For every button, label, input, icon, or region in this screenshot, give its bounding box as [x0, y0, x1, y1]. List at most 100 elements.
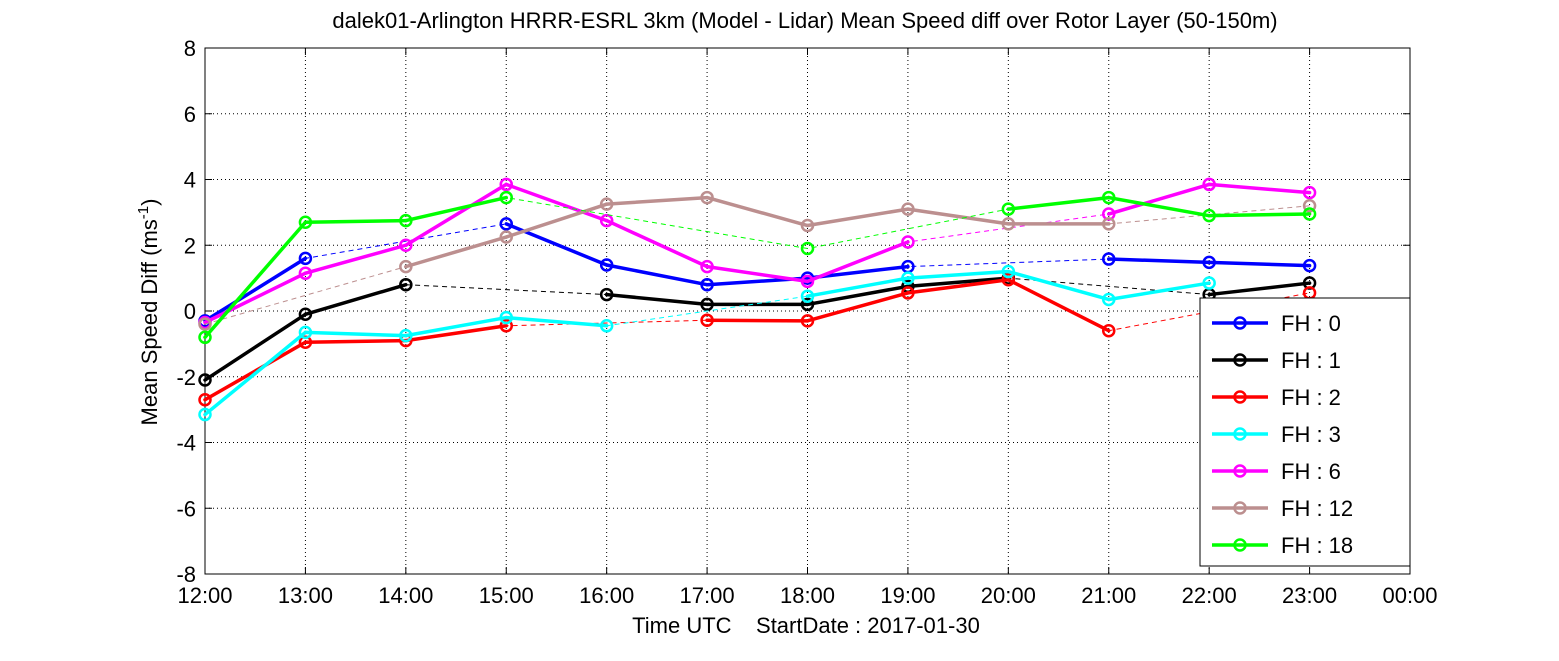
series-segment	[1006, 278, 1111, 333]
series-segment	[906, 276, 1011, 289]
x-tick-label: 19:00	[880, 583, 935, 608]
data-point	[1302, 258, 1317, 273]
y-axis-label: Mean Speed Diff (ms-1)	[135, 199, 162, 426]
axis-ticks: 12:00 13:00 14:00 15:00 16:00 17:00 18:00 19:00…	[176, 36, 1437, 608]
series-segment	[1207, 281, 1312, 297]
series-segment	[604, 218, 709, 269]
data-point	[1001, 273, 1016, 287]
data-point	[599, 287, 614, 302]
series-segment	[404, 324, 508, 343]
series-segment	[1107, 281, 1211, 302]
legend-item: FH : 1	[1212, 348, 1341, 373]
y-axis-label-close: )	[137, 199, 162, 206]
data-point	[499, 230, 513, 244]
chart-title: dalek01-Arlington HRRR-ESRL 3km (Model -…	[332, 8, 1277, 33]
x-tick-label: 15:00	[479, 583, 534, 608]
series-segment	[504, 202, 609, 239]
data-point	[298, 325, 313, 340]
series-segment	[1207, 212, 1312, 218]
data-point	[298, 251, 313, 266]
y-tick-label: -8	[176, 562, 196, 587]
data-point	[700, 259, 714, 274]
data-point	[298, 307, 313, 322]
x-tick-label: 17:00	[680, 583, 735, 608]
y-tick-label: -2	[176, 365, 196, 390]
series-segment	[504, 315, 609, 328]
data-point	[399, 277, 413, 292]
series-segment	[805, 276, 910, 298]
series-segment	[805, 207, 910, 228]
legend-marker	[1233, 390, 1247, 404]
data-point	[1302, 199, 1317, 213]
y-tick-label: -4	[176, 431, 196, 456]
x-tick-label: 23:00	[1282, 583, 1337, 608]
legend-item: FH : 18	[1212, 533, 1353, 558]
series-segment	[1107, 182, 1211, 216]
x-tick-label: 12:00	[177, 583, 232, 608]
y-tick-label: 4	[184, 168, 196, 193]
series-segment	[906, 278, 1011, 295]
series-segment	[404, 182, 508, 247]
series-segment	[303, 218, 408, 224]
data-point	[1202, 276, 1216, 290]
data-point	[800, 297, 815, 312]
data-point	[599, 258, 614, 272]
legend-item: FH : 0	[1212, 311, 1341, 336]
series-segment	[1006, 195, 1111, 211]
data-point	[399, 238, 413, 252]
data-point	[499, 177, 513, 192]
data-point	[901, 235, 915, 249]
series-segment	[604, 195, 709, 206]
data-point	[298, 215, 313, 229]
data-point	[1102, 190, 1116, 205]
legend-marker	[1233, 538, 1247, 552]
y-tick-label: 2	[184, 233, 196, 258]
x-tick-label: 14:00	[378, 583, 433, 608]
series-segment	[203, 330, 308, 417]
x-tick-label: 18:00	[780, 583, 835, 608]
data-point	[499, 319, 513, 333]
data-point	[1202, 255, 1216, 270]
legend-label: FH : 3	[1281, 422, 1341, 447]
data-point	[599, 197, 614, 211]
x-tick-label: 20:00	[981, 583, 1036, 608]
data-point	[700, 190, 714, 205]
data-point	[1302, 207, 1317, 221]
series-segment	[705, 318, 810, 323]
data-point	[800, 218, 815, 233]
data-point	[198, 407, 212, 422]
series-dashed-line	[204, 271, 1210, 415]
legend-label: FH : 6	[1281, 459, 1341, 484]
data-point	[599, 319, 614, 333]
legend-item: FH : 12	[1212, 496, 1353, 521]
legend-label: FH : 2	[1281, 385, 1341, 410]
series-segment	[404, 235, 508, 269]
y-axis-label-text: Mean Speed Diff (ms	[137, 219, 162, 425]
series-fh-18	[198, 190, 1317, 345]
x-tick-label: 00:00	[1382, 583, 1437, 608]
data-point	[1102, 323, 1116, 338]
series-segment	[805, 284, 910, 307]
data-point	[700, 297, 714, 312]
series-segment	[906, 207, 1011, 226]
legend-item: FH : 2	[1212, 385, 1341, 410]
data-point	[399, 328, 413, 343]
x-tick-label: 13:00	[278, 583, 333, 608]
data-point	[198, 373, 212, 387]
x-tick-label: 22:00	[1182, 583, 1237, 608]
series-segment	[705, 195, 810, 228]
series-fh-12	[198, 190, 1317, 331]
series-segment	[805, 291, 910, 323]
x-axis-label: Time UTC StartDate : 2017-01-30	[632, 613, 980, 638]
data-point	[198, 330, 212, 345]
series-segment	[805, 240, 910, 284]
y-tick-label: 6	[184, 102, 196, 127]
series-segment	[604, 263, 709, 287]
series-segment	[404, 315, 508, 338]
legend-marker	[1233, 316, 1247, 330]
data-point	[499, 310, 513, 325]
data-point	[1001, 264, 1016, 279]
series-segment	[303, 338, 408, 344]
data-point	[198, 393, 212, 407]
data-point	[198, 317, 212, 331]
